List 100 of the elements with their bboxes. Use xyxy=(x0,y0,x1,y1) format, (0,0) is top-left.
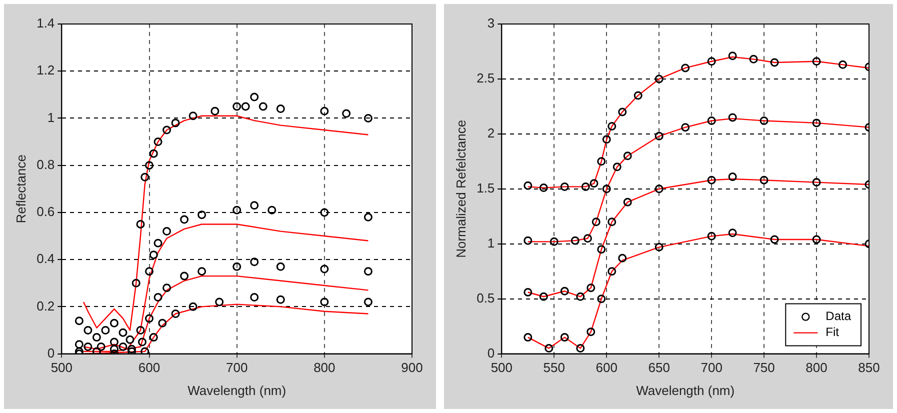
x-axis-title: Wavelength (nm) xyxy=(188,382,286,398)
point xyxy=(597,245,606,254)
point xyxy=(602,184,611,194)
point xyxy=(812,235,821,244)
y-tick-label: 2 xyxy=(487,126,495,141)
point xyxy=(586,284,596,292)
point xyxy=(74,347,84,354)
point xyxy=(812,118,821,128)
x-tick-label: 500 xyxy=(50,360,73,376)
point xyxy=(602,135,611,144)
x-axis-title: Wavelength (nm) xyxy=(636,382,735,398)
point xyxy=(138,338,146,346)
point xyxy=(158,318,167,328)
point xyxy=(524,236,532,245)
point xyxy=(198,210,206,220)
point xyxy=(118,328,128,337)
point xyxy=(539,292,548,301)
point xyxy=(162,284,172,292)
point xyxy=(92,347,101,354)
point xyxy=(634,91,642,100)
point xyxy=(96,342,106,351)
point xyxy=(136,220,145,228)
point xyxy=(681,64,690,72)
point xyxy=(760,176,768,184)
point xyxy=(149,333,158,342)
point xyxy=(126,335,134,344)
point xyxy=(188,302,198,311)
point xyxy=(145,314,154,323)
point xyxy=(84,326,92,334)
point xyxy=(654,242,664,252)
point xyxy=(276,262,285,271)
point xyxy=(654,132,664,140)
point xyxy=(524,333,532,342)
point xyxy=(180,215,189,224)
point xyxy=(728,228,737,238)
y-tick-label: 1.5 xyxy=(476,180,495,196)
y-tick-label: 1 xyxy=(487,235,495,250)
point xyxy=(84,342,92,351)
point xyxy=(110,338,118,346)
point xyxy=(812,178,821,187)
point xyxy=(681,123,690,132)
point xyxy=(707,57,716,66)
point xyxy=(770,235,779,244)
point xyxy=(560,182,569,191)
x-tick-label: 900 xyxy=(401,360,423,376)
point xyxy=(364,114,372,122)
point xyxy=(320,298,329,306)
point xyxy=(140,172,150,182)
point xyxy=(101,326,110,334)
point xyxy=(162,227,172,236)
point xyxy=(608,218,616,226)
point xyxy=(838,60,848,69)
x-tick-label: 800 xyxy=(806,360,828,376)
point xyxy=(258,102,268,111)
point xyxy=(210,106,220,116)
point xyxy=(149,149,158,158)
point xyxy=(707,232,716,240)
point xyxy=(618,108,627,116)
point xyxy=(364,298,372,306)
x-tick-label: 700 xyxy=(700,360,722,376)
point xyxy=(276,104,285,114)
legend-label: Data xyxy=(826,309,852,324)
y-tick-label: 0.2 xyxy=(36,298,55,314)
y-tick-label: 0.6 xyxy=(36,204,55,220)
x-tick-label: 650 xyxy=(648,360,670,376)
y-tick-label: 3 xyxy=(487,16,495,31)
x-tick-label: 600 xyxy=(596,360,618,376)
x-tick-label: 850 xyxy=(858,360,880,376)
point xyxy=(215,298,224,306)
point xyxy=(154,293,162,302)
point xyxy=(812,57,821,66)
point xyxy=(597,157,606,166)
y-tick-label: 0.8 xyxy=(36,156,55,172)
legend-label: Fit xyxy=(826,325,840,340)
point xyxy=(154,238,162,248)
point xyxy=(524,181,532,190)
point xyxy=(250,201,259,210)
point xyxy=(581,182,590,191)
point xyxy=(608,267,616,276)
point xyxy=(241,102,250,111)
point xyxy=(576,344,585,353)
point xyxy=(550,237,558,246)
point xyxy=(654,184,664,194)
point xyxy=(728,52,737,60)
point xyxy=(198,267,206,276)
point xyxy=(154,138,162,146)
point xyxy=(232,206,242,214)
point xyxy=(592,218,600,226)
point xyxy=(586,328,596,336)
point xyxy=(127,347,136,354)
point xyxy=(320,106,329,116)
point xyxy=(597,294,606,304)
x-tick-label: 600 xyxy=(138,360,160,376)
point xyxy=(728,172,737,182)
point xyxy=(276,295,285,304)
point xyxy=(250,92,259,102)
point xyxy=(364,212,372,222)
point xyxy=(539,184,548,192)
point xyxy=(171,118,180,128)
y-tick-label: 0.5 xyxy=(476,290,495,306)
